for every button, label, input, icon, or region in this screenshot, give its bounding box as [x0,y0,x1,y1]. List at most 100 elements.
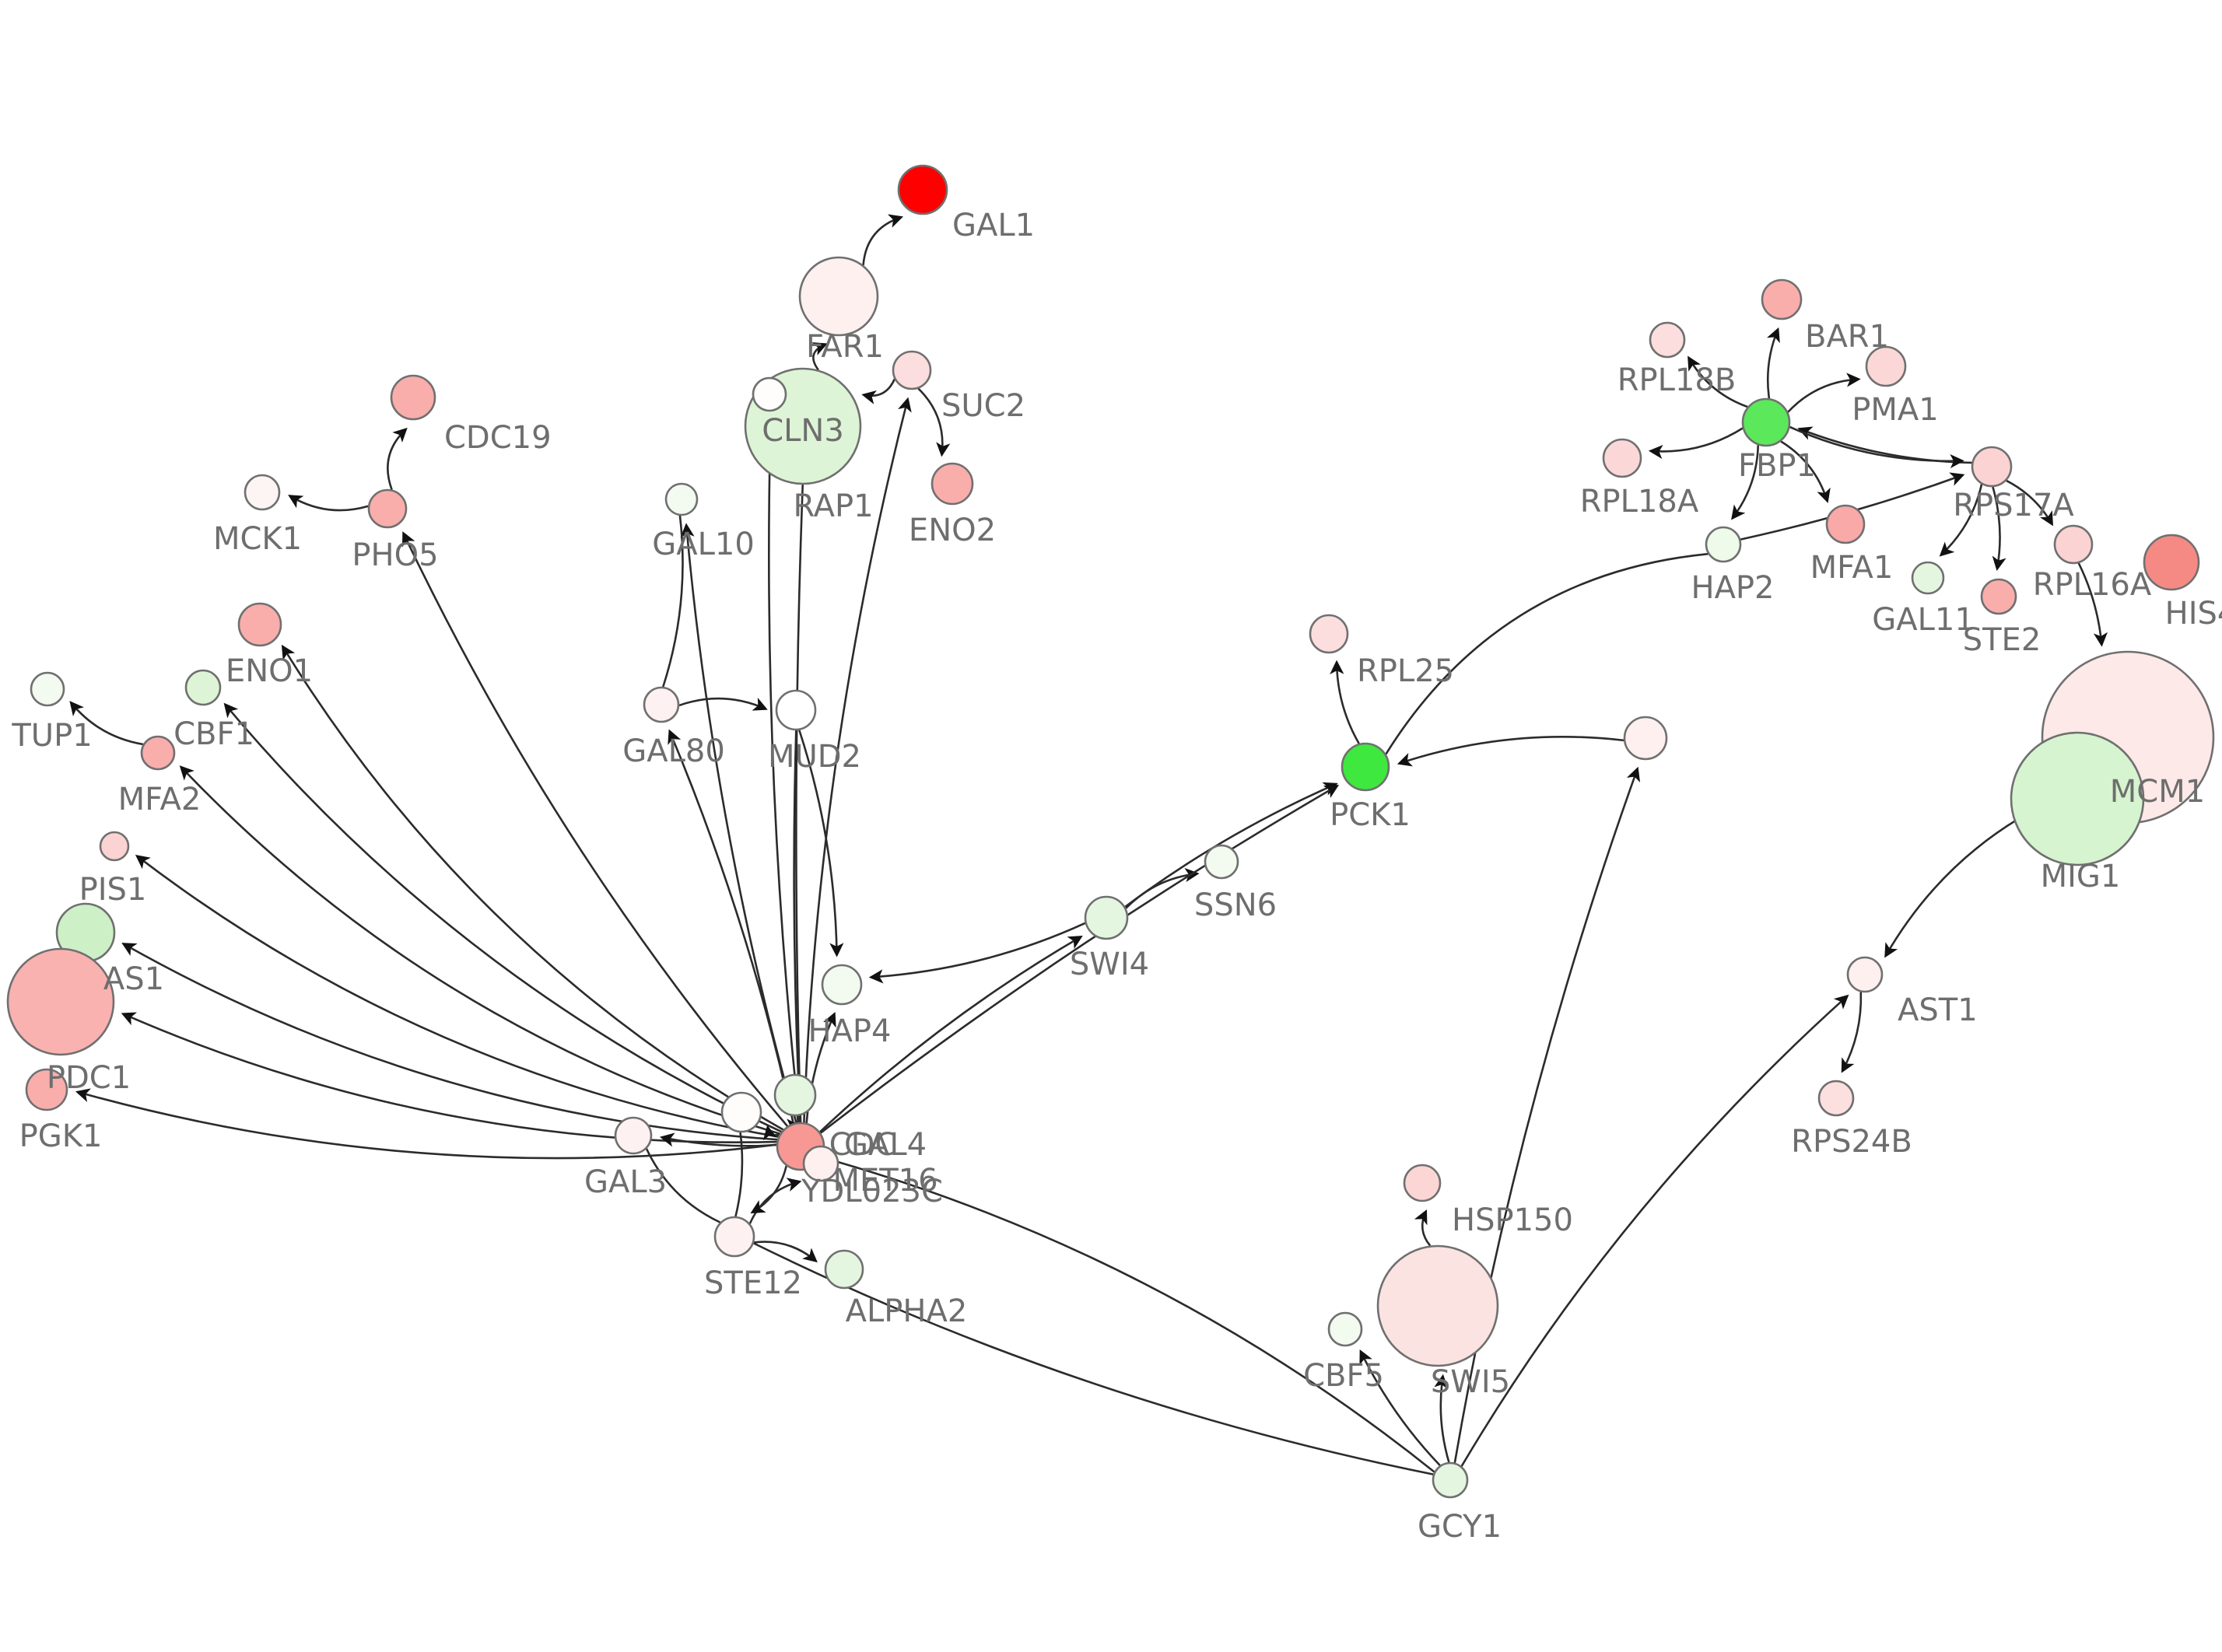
node-ast1[interactable] [1846,956,1884,993]
node-cbf1[interactable] [184,669,222,706]
node-bar1[interactable] [1761,278,1803,320]
node-swi4[interactable] [1084,895,1129,940]
node-eno2[interactable] [931,462,974,506]
node-mig1[interactable] [2010,731,2145,866]
edge-gal4-ste12 [750,1165,787,1214]
node-mfa2[interactable] [140,735,176,771]
edge-gcy1-unlabeled1 [1453,766,1641,1463]
node-ydl023c[interactable] [802,1145,839,1182]
node-rap1[interactable] [752,376,787,412]
node-hap4[interactable] [821,964,863,1006]
node-suc2[interactable] [892,350,932,390]
node-label-pho5: PHO5 [352,537,438,573]
node-gal11[interactable] [1911,561,1945,595]
edge-gal4-mfa2 [179,765,780,1136]
edge-gal80-mud2 [678,697,768,711]
node-rps17a[interactable] [1971,446,2013,488]
node-rpl16a[interactable] [2053,524,2094,565]
node-pgk1[interactable] [25,1068,68,1111]
node-pho5[interactable] [367,488,408,529]
node-label-far1: FAR1 [806,329,884,365]
label-layer: GAL1 FAR1 CLN3 RAP1 SUC2 ENO2 CDC19 MCK1 PHO5 ENO… [11,208,2222,1545]
node-pdc1[interactable] [6,947,115,1056]
node-label-mig1: MIG1 [2041,859,2121,894]
node-label-cbf1: CBF1 [173,716,254,752]
edge-far1-gal1 [862,214,904,266]
node-label-alpha2: ALPHA2 [846,1293,968,1329]
node-eno1[interactable] [237,602,282,647]
edge-rps17a-gal11 [1939,484,1983,557]
node-label-cdc19: CDC19 [444,420,552,456]
node-label-ste12: STE12 [704,1265,802,1301]
edge-suc2-cln3 [861,378,895,404]
node-tup1[interactable] [30,671,65,707]
edge-gcy1-ast1 [1460,994,1849,1467]
node-pis1[interactable] [99,831,130,862]
node-label-gcy1: GCY1 [1418,1509,1502,1545]
node-cbf5[interactable] [1327,1311,1363,1347]
node-pck1[interactable] [1341,742,1390,792]
node-gal1[interactable] [897,164,948,215]
node-far1[interactable] [798,256,879,337]
node-gal80[interactable] [643,686,680,723]
node-alpha2[interactable] [824,1249,864,1290]
edge-gal3-ste12 [645,1148,721,1223]
node-fbp1[interactable] [1741,397,1791,447]
edge-gal4-suc2 [803,397,912,1123]
edge-pck1-rpl25 [1330,660,1360,744]
node-rpl18b[interactable] [1649,321,1686,359]
node-hap2[interactable] [1705,526,1742,563]
node-gcy1[interactable] [1432,1461,1469,1499]
edge-gal4-eno1 [281,644,784,1131]
edge-rps17a-ste2 [1992,486,2006,572]
node-mud2[interactable] [775,689,817,731]
node-label-ydl023c: YDL023C [801,1174,943,1209]
node-rps24b[interactable] [1817,1080,1855,1117]
node-label-cdc39: CDC [829,1127,897,1163]
node-label-rpl18a: RPL18A [1580,484,1699,520]
node-cdc19[interactable] [390,374,436,421]
node-ste2[interactable] [1980,578,2017,615]
edge-rps17a-fbp1 [1797,426,1972,464]
node-unlabeled1[interactable] [1623,716,1668,761]
node-label-his4: HIS4 [2165,596,2222,632]
node-label-bar1: BAR1 [1805,319,1889,355]
node-rpl25[interactable] [1309,614,1349,654]
node-label-rpl16a: RPL16A [2033,567,2152,603]
node-label-gal11: GAL11 [1872,602,1975,638]
edge-gcy1-cbf5 [1359,1349,1441,1467]
edge-gal4-pdc1 [121,1012,777,1143]
edge-gal4-mud2 [793,730,801,1123]
node-met16[interactable] [773,1073,817,1117]
node-swi5[interactable] [1376,1244,1499,1367]
edge-gal4-rap1 [762,418,801,1123]
edge-fbp1-bar1 [1766,327,1780,399]
node-ste12[interactable] [713,1216,755,1258]
node-mfa1[interactable] [1825,504,1866,544]
edge-swi4-ssn6 [1125,867,1200,909]
node-pma1[interactable] [1865,345,1907,387]
edge-unlabeled1-pck1 [1397,736,1624,767]
node-hsp150[interactable] [1403,1164,1442,1202]
edge-gal4-gal10 [680,523,797,1123]
edge-gal4-cln3 [795,484,804,1123]
node-label-mcm1: MCM1 [2110,774,2205,810]
node-label-gal80: GAL80 [622,733,725,769]
node-cdc39[interactable] [720,1091,762,1133]
edge-swi5-hsp150 [1414,1209,1432,1247]
node-label-gal3: GAL3 [584,1164,667,1200]
node-gal3[interactable] [614,1116,653,1155]
node-label-swi4: SWI4 [1070,947,1149,982]
node-ssn6[interactable] [1204,844,1239,880]
node-gal10[interactable] [664,482,699,516]
edge-met16-gal4 [796,1115,800,1123]
node-label-mfa1: MFA1 [1810,550,1894,586]
node-his4[interactable] [2143,534,2200,591]
edge-gal4-pck1 [819,785,1340,1134]
node-rpl18a[interactable] [1602,438,1642,478]
node-label-eno1: ENO1 [226,653,313,689]
edge-suc2-eno2 [917,387,951,457]
node-mck1[interactable] [244,474,281,511]
node-label-mud2: MUD2 [768,739,861,775]
